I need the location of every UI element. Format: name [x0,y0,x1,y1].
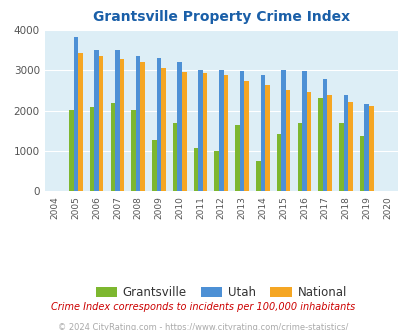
Bar [131,110,136,191]
Bar [177,62,181,191]
Bar [347,102,352,191]
Bar [152,141,156,191]
Bar [338,123,343,191]
Bar [301,71,306,191]
Bar [297,123,301,191]
Bar [94,50,99,191]
Bar [73,37,78,191]
Bar [90,107,94,191]
Bar [264,85,269,191]
Bar [318,98,322,191]
Bar [343,95,347,191]
Bar [276,134,281,191]
Bar [218,70,223,191]
Bar [78,53,83,191]
Bar [322,79,327,191]
Bar [255,161,260,191]
Bar [359,136,364,191]
Legend: Grantsville, Utah, National: Grantsville, Utah, National [91,281,351,304]
Bar [115,50,119,191]
Bar [234,125,239,191]
Bar [99,55,103,191]
Bar [214,150,218,191]
Bar [110,103,115,191]
Bar [239,71,244,191]
Bar [193,148,198,191]
Bar [368,106,373,191]
Bar [140,62,145,191]
Bar [136,55,140,191]
Bar [327,95,331,191]
Bar [306,92,311,191]
Bar [161,68,165,191]
Bar [173,123,177,191]
Bar [119,59,124,191]
Bar [69,110,73,191]
Bar [181,72,186,191]
Bar [244,81,248,191]
Bar [198,70,202,191]
Bar [202,73,207,191]
Bar [260,75,264,191]
Text: Crime Index corresponds to incidents per 100,000 inhabitants: Crime Index corresponds to incidents per… [51,302,354,312]
Bar [364,105,368,191]
Title: Grantsville Property Crime Index: Grantsville Property Crime Index [92,10,349,24]
Bar [223,75,228,191]
Bar [156,58,161,191]
Bar [281,70,285,191]
Text: © 2024 CityRating.com - https://www.cityrating.com/crime-statistics/: © 2024 CityRating.com - https://www.city… [58,323,347,330]
Bar [285,90,290,191]
